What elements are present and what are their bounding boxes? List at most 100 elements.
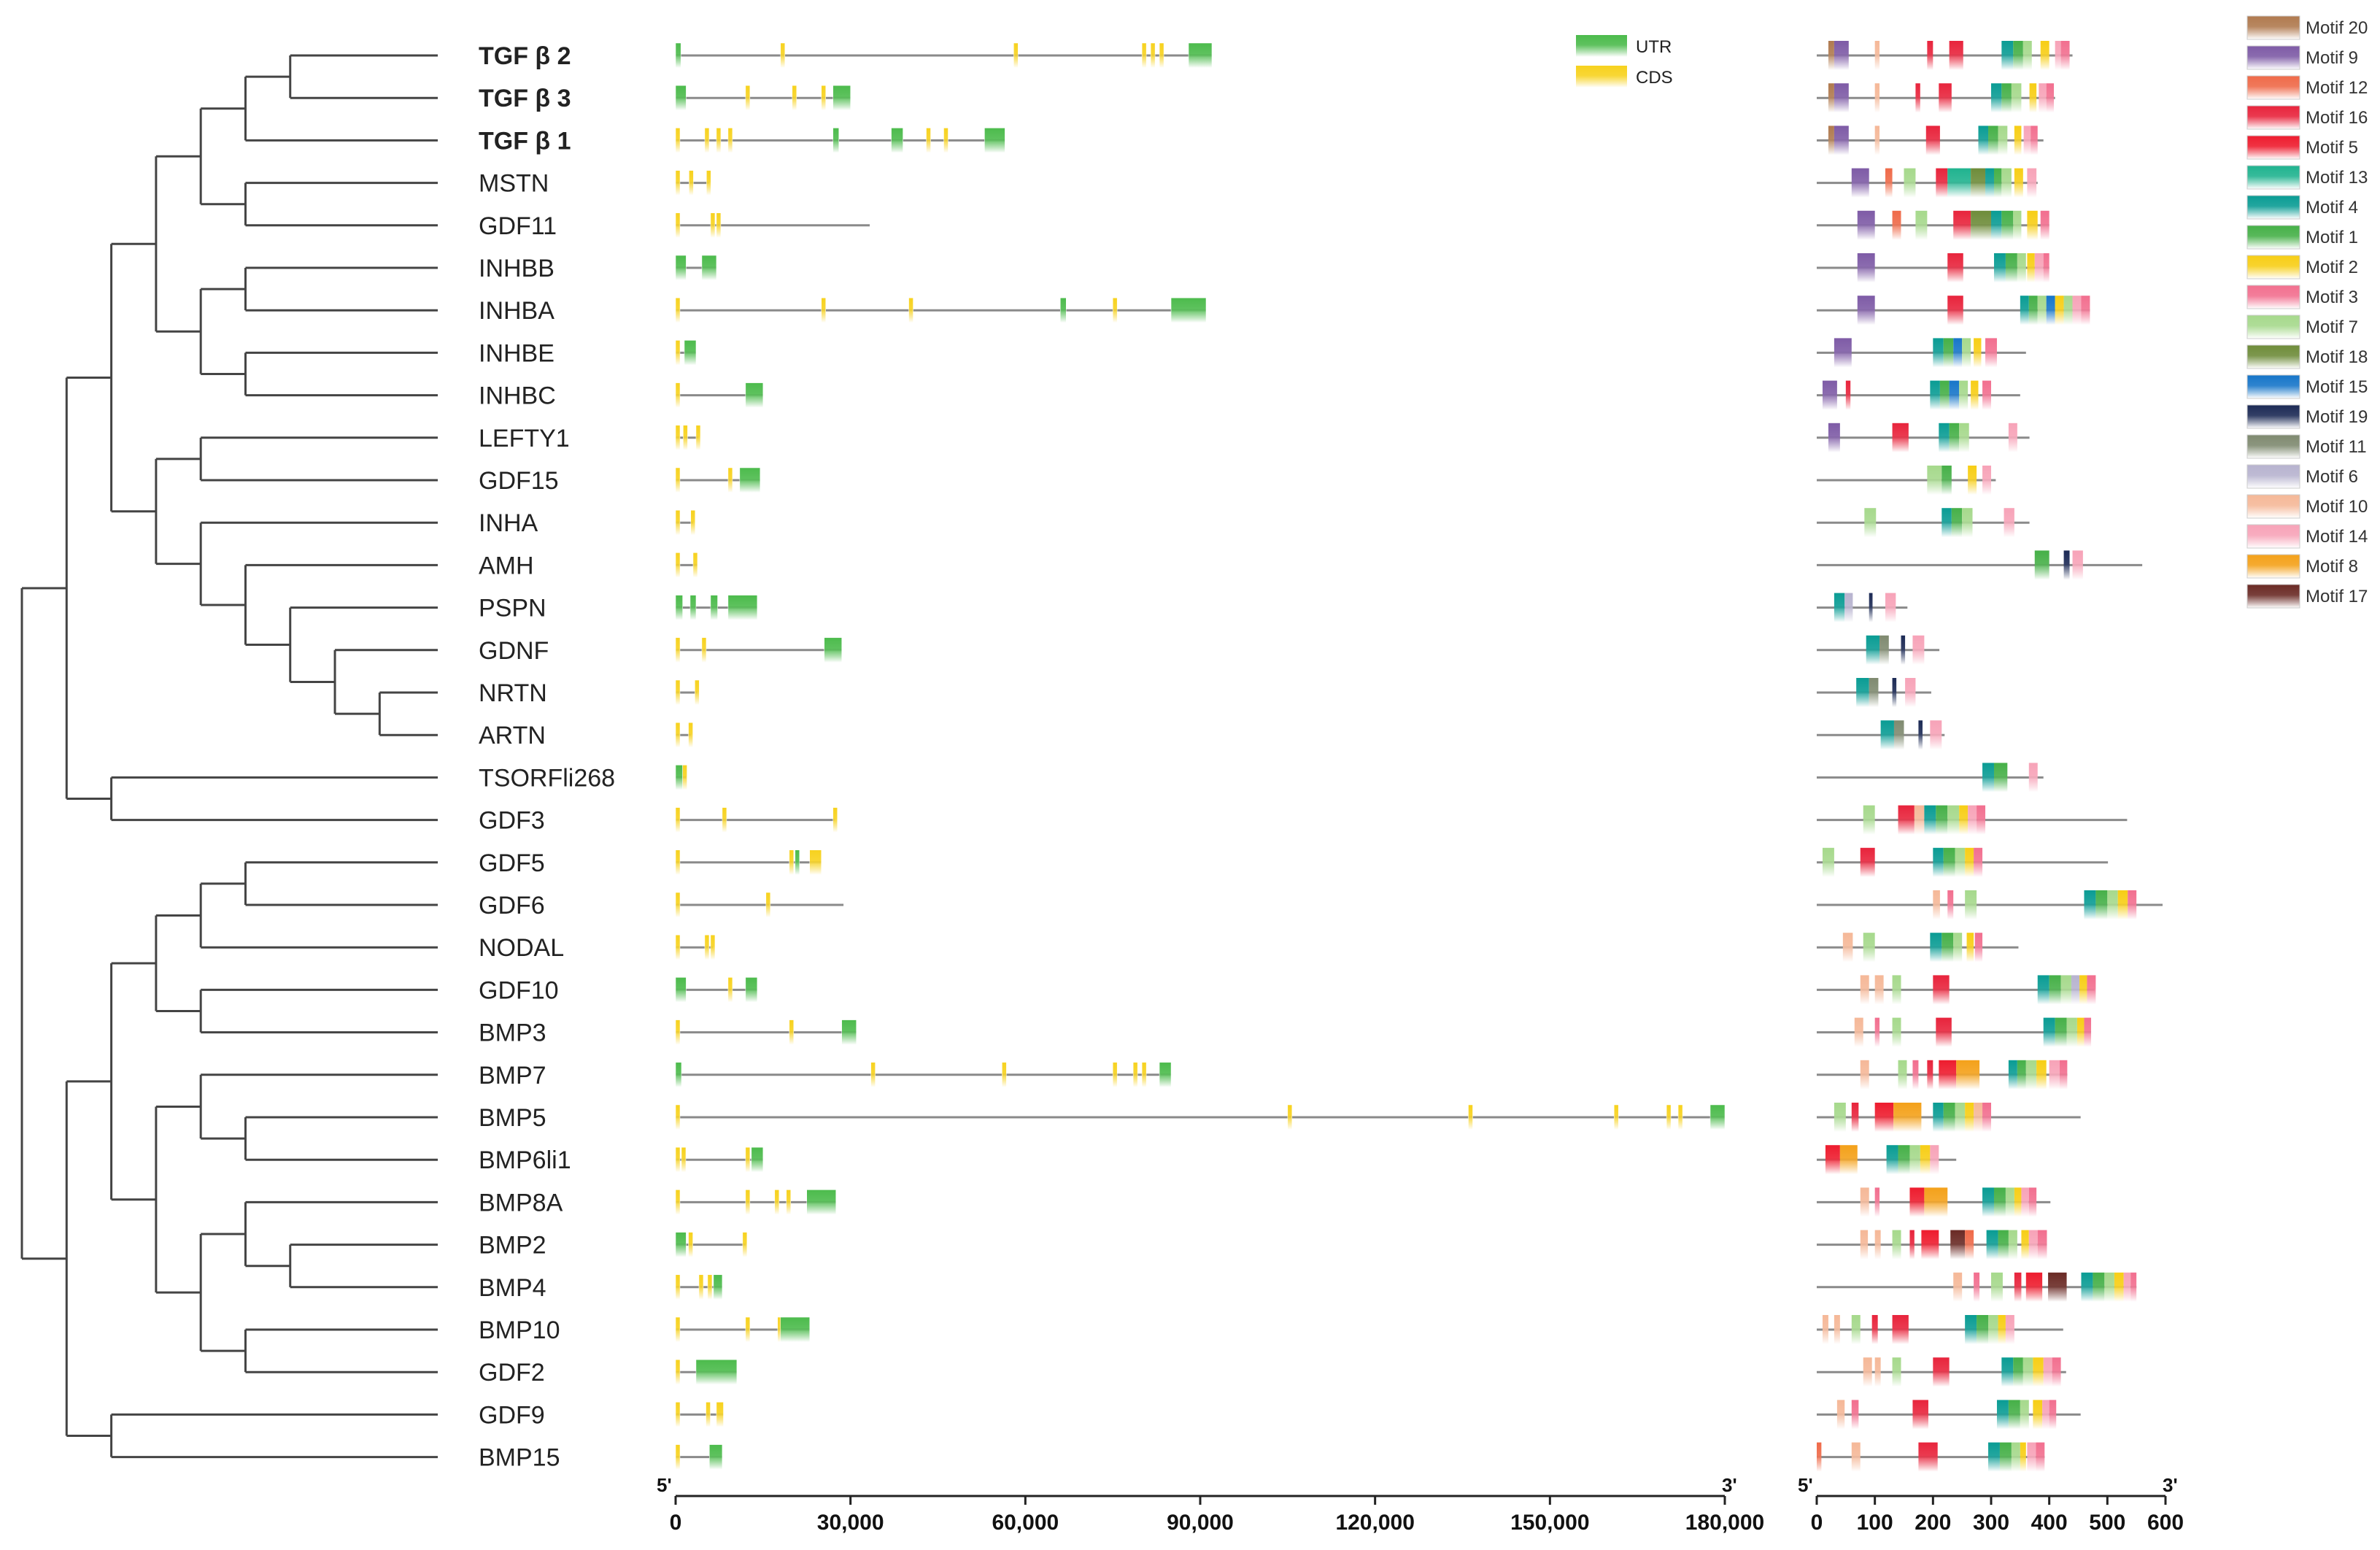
motif2-block bbox=[2036, 1060, 2047, 1090]
motif16-block bbox=[2014, 1272, 2022, 1302]
motif1-block bbox=[2013, 1357, 2023, 1387]
motif-structure-bmp6li1 bbox=[1817, 1145, 1957, 1175]
motif4-block bbox=[1988, 1442, 2000, 1472]
motif7-block bbox=[1965, 890, 1977, 919]
cds-block bbox=[716, 212, 722, 239]
gene-structure-panel bbox=[675, 42, 1726, 1470]
motif1-block bbox=[1936, 805, 1948, 835]
motif7-block bbox=[1998, 126, 2008, 155]
motif4-block bbox=[1986, 1230, 1998, 1260]
motif2-block bbox=[1971, 380, 1979, 410]
motif-structure-nodal bbox=[1817, 933, 2019, 963]
utr-block bbox=[709, 1444, 723, 1470]
motif-structure-inhbe bbox=[1817, 338, 2026, 368]
motif-structure-bmp2 bbox=[1817, 1230, 2047, 1260]
motif16-block bbox=[1892, 1315, 1909, 1344]
motif1-block bbox=[2034, 550, 2049, 580]
motif16-block bbox=[1871, 1315, 1878, 1344]
motif11-block bbox=[1893, 720, 1904, 750]
utr-block bbox=[751, 1146, 764, 1173]
legend-item-motif19: Motif 19 bbox=[2246, 404, 2368, 429]
motif2-block bbox=[1920, 1145, 1931, 1175]
motif14-block bbox=[2028, 1230, 2038, 1260]
utr-block bbox=[780, 1316, 810, 1343]
motif4-block bbox=[1993, 253, 2006, 282]
utr-block bbox=[1159, 1062, 1172, 1088]
motif7-swatch bbox=[2246, 315, 2300, 339]
gene-label-mstn: MSTN bbox=[479, 170, 549, 198]
motif-structure-tsorfli268 bbox=[1817, 763, 2044, 793]
motif7-block bbox=[2107, 890, 2118, 919]
gene-label-inha: INHA bbox=[479, 509, 538, 537]
cds-block bbox=[675, 382, 681, 408]
cds-block bbox=[1666, 1104, 1672, 1130]
gene-structure-pspn bbox=[675, 595, 758, 620]
motif1-block bbox=[1939, 380, 1950, 410]
motif3-block bbox=[1977, 805, 1986, 835]
legend-item-motif12: Motif 12 bbox=[2246, 75, 2368, 100]
motif7-block bbox=[2011, 1442, 2020, 1472]
motif10-block bbox=[1836, 1400, 1845, 1430]
gene-structure-nrtn bbox=[675, 679, 700, 706]
motif14-swatch bbox=[2246, 524, 2300, 549]
motif2-block bbox=[2014, 1187, 2022, 1217]
motif8-block bbox=[1893, 1103, 1922, 1132]
motif9-block bbox=[1851, 168, 1869, 198]
motif1-block bbox=[1993, 763, 2008, 793]
motif4-block bbox=[1991, 210, 2002, 240]
motif7-block bbox=[1988, 1315, 1998, 1344]
motif3-block bbox=[2031, 126, 2038, 155]
motif-structure-lefty1 bbox=[1817, 423, 2030, 452]
cds-block bbox=[675, 297, 681, 323]
motif8-block bbox=[1956, 1060, 1980, 1090]
motif3-block bbox=[1974, 1272, 1980, 1302]
motif4-block bbox=[1880, 720, 1894, 750]
utr-block bbox=[675, 1062, 682, 1088]
motif5-block bbox=[1825, 1145, 1840, 1175]
cds-block bbox=[675, 637, 681, 663]
utr-block bbox=[745, 382, 764, 408]
gene-label-bmp6li1: BMP6li1 bbox=[479, 1146, 571, 1174]
legend-item-motif11: Motif 11 bbox=[2246, 434, 2367, 459]
motif16-block bbox=[1933, 1357, 1950, 1387]
motif19-block bbox=[1918, 720, 1923, 750]
motif16-block bbox=[1845, 380, 1851, 410]
cds-block bbox=[774, 1190, 780, 1215]
gene-label-lefty1: LEFTY1 bbox=[479, 425, 570, 452]
motif1-block bbox=[2017, 1060, 2026, 1090]
gene-structure-bmp7 bbox=[675, 1062, 1172, 1088]
motif20-swatch bbox=[2246, 15, 2300, 40]
cds-swatch bbox=[1576, 66, 1627, 88]
motif14-block bbox=[2072, 550, 2083, 580]
motif-structure-gdf11 bbox=[1817, 210, 2049, 240]
utr-block bbox=[739, 467, 761, 493]
motif-structure-tgf-2 bbox=[1817, 41, 2073, 70]
motif18-block bbox=[1971, 168, 1986, 198]
motif12-swatch bbox=[2246, 75, 2300, 100]
motif19-block bbox=[2063, 550, 2070, 580]
motif2-block bbox=[2114, 1272, 2124, 1302]
legend-item-motif17: Motif 17 bbox=[2246, 584, 2368, 609]
legend-item-motif9: Motif 9 bbox=[2246, 45, 2358, 70]
motif15-swatch bbox=[2246, 374, 2300, 399]
motif5-swatch bbox=[2246, 135, 2300, 160]
motif4-block bbox=[2043, 1017, 2055, 1047]
motif14-legend-label: Motif 14 bbox=[2306, 527, 2368, 547]
gene-label-bmp8a: BMP8A bbox=[479, 1189, 563, 1217]
gene-structure-tgf-2 bbox=[675, 42, 1213, 69]
motif-structure-nrtn bbox=[1817, 678, 1931, 707]
motif1-block bbox=[1898, 1145, 1910, 1175]
motif7-block bbox=[1962, 508, 1973, 538]
motif-structure-inhbb bbox=[1817, 253, 2049, 282]
cds-block bbox=[716, 1402, 724, 1427]
motif7-block bbox=[1898, 1060, 1907, 1090]
cds-block bbox=[789, 849, 795, 876]
gene-label-tgf-1: TGF β 1 bbox=[479, 127, 571, 155]
motif3-block bbox=[2060, 1060, 2068, 1090]
utr-block bbox=[695, 1359, 738, 1385]
motif3-block bbox=[2049, 1400, 2057, 1430]
cds-block bbox=[706, 170, 711, 196]
motif3-block bbox=[2084, 1017, 2092, 1047]
motif-structure-mstn bbox=[1817, 168, 2038, 198]
motif4-block bbox=[1939, 423, 1950, 452]
